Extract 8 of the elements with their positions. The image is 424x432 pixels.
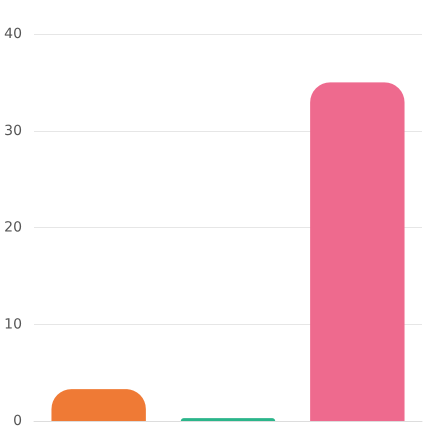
- bar: [310, 82, 405, 421]
- bar: [51, 389, 146, 421]
- y-tick-label: 20: [4, 220, 22, 236]
- y-tick-label: 0: [13, 413, 22, 429]
- y-tick-label: 30: [4, 122, 22, 139]
- bar: [180, 418, 276, 421]
- y-tick-label: 40: [4, 26, 22, 42]
- y-tick-label: 10: [4, 316, 22, 332]
